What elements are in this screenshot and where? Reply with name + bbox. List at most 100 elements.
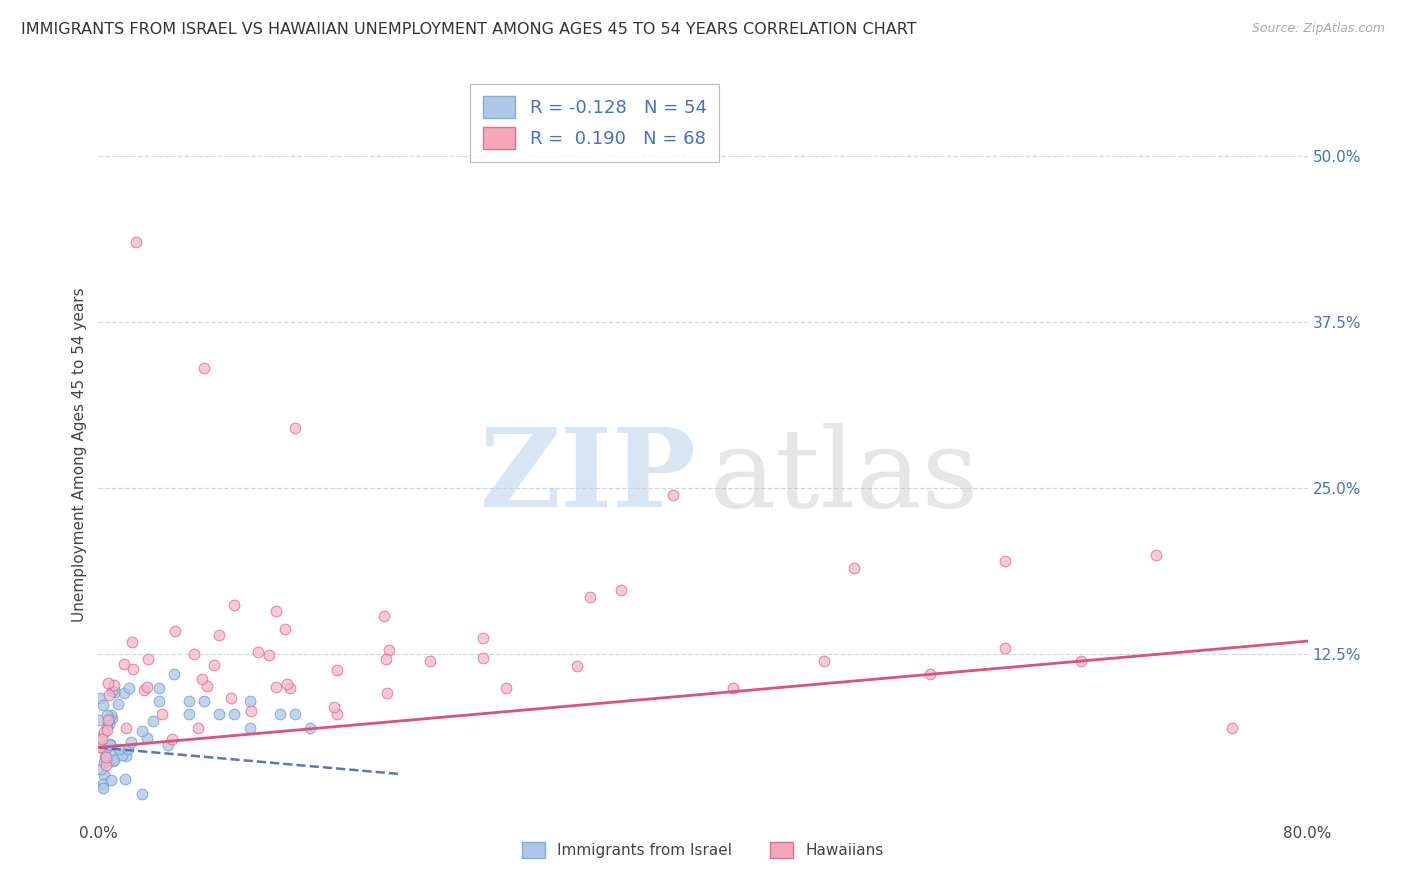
Point (187, 721, 209, 735)
Point (96, 754, 118, 768)
Point (994, 554, 1017, 568)
Point (112, 657, 135, 671)
Point (266, 604, 288, 618)
Point (219, 691, 242, 706)
Point (135, 680, 157, 694)
Point (419, 654, 441, 668)
Point (89, 690, 111, 705)
Point (96, 708, 118, 723)
Point (91, 781, 114, 796)
Point (97, 676, 120, 690)
Point (96, 750, 118, 764)
Point (112, 686, 135, 700)
Text: atlas: atlas (709, 424, 979, 531)
Point (89, 739, 111, 754)
Point (98, 737, 121, 751)
Point (179, 694, 201, 708)
Point (131, 787, 153, 801)
Point (97, 717, 120, 731)
Point (284, 421, 307, 435)
Point (118, 681, 141, 695)
Point (264, 680, 287, 694)
Y-axis label: Unemployment Among Ages 45 to 54 years: Unemployment Among Ages 45 to 54 years (72, 287, 87, 623)
Point (93, 755, 115, 769)
Point (148, 694, 170, 708)
Point (114, 772, 136, 787)
Point (246, 645, 269, 659)
Point (163, 667, 186, 681)
Point (208, 707, 231, 722)
Point (918, 667, 941, 681)
Point (375, 686, 398, 700)
Point (100, 773, 122, 788)
Point (94, 758, 117, 772)
Point (93, 768, 115, 782)
Point (495, 681, 517, 695)
Point (117, 741, 139, 756)
Point (115, 721, 138, 735)
Point (136, 652, 159, 666)
Point (239, 704, 262, 718)
Point (100, 743, 122, 757)
Point (224, 707, 246, 722)
Point (567, 659, 589, 673)
Point (87, 713, 110, 727)
Point (375, 652, 398, 666)
Point (195, 679, 218, 693)
Point (1070, 654, 1092, 668)
Point (202, 657, 225, 672)
Point (661, 488, 683, 502)
Point (322, 699, 344, 714)
Point (152, 707, 174, 722)
Text: ZIP: ZIP (481, 424, 697, 531)
Point (239, 694, 262, 708)
Point (269, 707, 291, 722)
Point (284, 707, 307, 722)
Point (377, 642, 399, 657)
Point (471, 631, 494, 645)
Point (101, 710, 124, 724)
Point (91, 777, 114, 791)
Point (90, 762, 112, 776)
Point (326, 707, 349, 722)
Point (163, 624, 186, 638)
Point (278, 681, 301, 696)
Point (578, 590, 600, 604)
Point (723, 681, 745, 695)
Point (193, 361, 215, 376)
Point (813, 654, 835, 668)
Point (107, 697, 129, 711)
Point (125, 235, 148, 249)
Legend: Immigrants from Israel, Hawaiians: Immigrants from Israel, Hawaiians (516, 836, 890, 864)
Point (98, 688, 121, 702)
Point (136, 731, 159, 746)
Text: Source: ZipAtlas.com: Source: ZipAtlas.com (1251, 22, 1385, 36)
Point (103, 678, 125, 692)
Point (1220, 721, 1243, 735)
Point (156, 738, 179, 752)
Point (299, 721, 322, 735)
Point (239, 721, 262, 735)
Point (148, 681, 170, 695)
Point (120, 735, 142, 749)
Point (101, 684, 124, 698)
Point (100, 708, 122, 723)
Point (91, 698, 114, 712)
Point (610, 583, 633, 598)
Point (472, 651, 495, 665)
Point (89, 731, 111, 746)
Point (373, 609, 395, 624)
Point (257, 648, 280, 662)
Point (89, 739, 111, 753)
Point (160, 732, 183, 747)
Point (994, 640, 1017, 655)
Point (93, 743, 115, 757)
Point (224, 598, 246, 612)
Point (96, 720, 118, 734)
Point (208, 627, 231, 641)
Point (121, 635, 143, 649)
Point (97, 713, 120, 727)
Point (276, 676, 298, 690)
Point (90, 731, 112, 746)
Point (132, 682, 155, 697)
